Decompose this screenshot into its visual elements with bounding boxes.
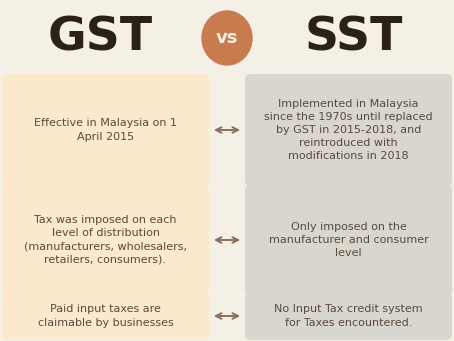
FancyBboxPatch shape bbox=[245, 74, 452, 186]
FancyBboxPatch shape bbox=[2, 184, 209, 296]
Text: GST: GST bbox=[47, 15, 153, 60]
Ellipse shape bbox=[202, 11, 252, 65]
FancyBboxPatch shape bbox=[245, 292, 452, 340]
FancyBboxPatch shape bbox=[245, 184, 452, 296]
Text: Only imposed on the
manufacturer and consumer
level: Only imposed on the manufacturer and con… bbox=[269, 222, 429, 258]
Text: vs: vs bbox=[216, 29, 238, 47]
Text: SST: SST bbox=[305, 15, 403, 60]
Text: No Input Tax credit system
for Taxes encountered.: No Input Tax credit system for Taxes enc… bbox=[274, 305, 423, 328]
FancyBboxPatch shape bbox=[2, 74, 209, 186]
Text: Implemented in Malaysia
since the 1970s until replaced
by GST in 2015-2018, and
: Implemented in Malaysia since the 1970s … bbox=[264, 99, 433, 161]
Text: Effective in Malaysia on 1
April 2015: Effective in Malaysia on 1 April 2015 bbox=[34, 118, 177, 142]
FancyBboxPatch shape bbox=[2, 292, 209, 340]
Text: Paid input taxes are
claimable by businesses: Paid input taxes are claimable by busine… bbox=[38, 305, 173, 328]
Text: Tax was imposed on each
level of distribution
(manufacturers, wholesalers,
retai: Tax was imposed on each level of distrib… bbox=[24, 215, 187, 265]
